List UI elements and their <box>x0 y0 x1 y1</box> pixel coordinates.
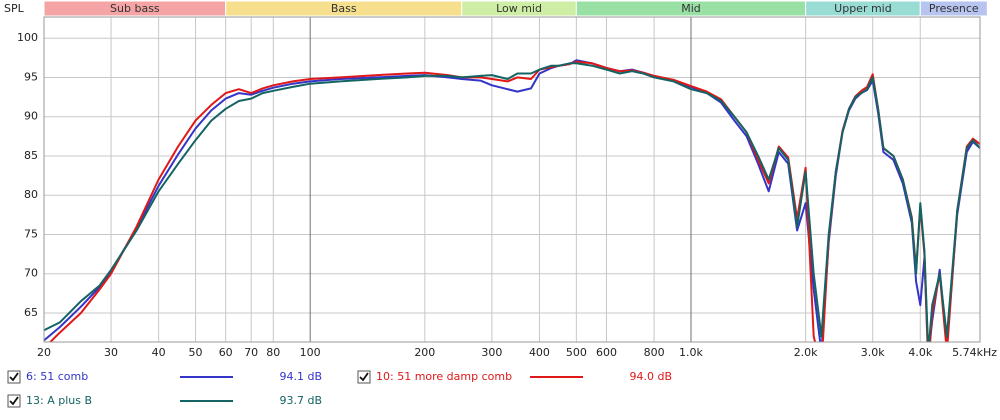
y-tick-label: 65 <box>24 306 38 319</box>
x-tick-label: 500 <box>566 346 587 359</box>
band-label: Presence <box>929 2 979 15</box>
x-tick-label: 80 <box>266 346 280 359</box>
x-tick-label: 200 <box>414 346 435 359</box>
x-tick-label: 400 <box>529 346 550 359</box>
band-label: Low mid <box>496 2 542 15</box>
y-tick-label: 75 <box>24 227 38 240</box>
legend-level: 94.0 dB <box>629 370 672 383</box>
legend-checkbox[interactable] <box>357 370 371 384</box>
x-tick-label: 2.0k <box>794 346 818 359</box>
y-tick-label: 95 <box>24 70 38 83</box>
y-tick-label: 90 <box>24 110 38 123</box>
y-tick-label: 85 <box>24 149 38 162</box>
legend-checkmark <box>9 372 19 382</box>
legend-name[interactable]: 13: A plus B <box>26 394 92 407</box>
y-tick-label: 80 <box>24 188 38 201</box>
y-tick-label: 70 <box>24 267 38 280</box>
band-label: Upper mid <box>834 2 892 15</box>
x-tick-label: 1.0k <box>679 346 703 359</box>
band-label: Mid <box>681 2 701 15</box>
x-tick-label: 5.74kHz <box>952 346 997 359</box>
x-tick-label: 100 <box>300 346 321 359</box>
x-tick-label: 3.0k <box>861 346 885 359</box>
legend-checkbox[interactable] <box>7 370 21 384</box>
x-tick-label: 300 <box>481 346 502 359</box>
band-label: Sub bass <box>110 2 160 15</box>
x-tick-label: 70 <box>244 346 258 359</box>
band-label: Bass <box>331 2 357 15</box>
legend-name[interactable]: 6: 51 comb <box>26 370 88 383</box>
plot-frame <box>43 16 981 343</box>
response-line <box>44 62 980 342</box>
x-tick-label: 600 <box>596 346 617 359</box>
x-tick-label: 4.0k <box>908 346 932 359</box>
band <box>919 0 988 17</box>
y-tick-label: 100 <box>17 31 38 44</box>
y-axis-label: SPL <box>4 2 25 15</box>
x-tick-label: 50 <box>189 346 203 359</box>
legend-level: 94.1 dB <box>279 370 322 383</box>
x-tick-label: 20 <box>37 346 51 359</box>
x-tick-label: 800 <box>644 346 665 359</box>
legend-name[interactable]: 10: 51 more damp comb <box>376 370 512 383</box>
x-tick-label: 40 <box>152 346 166 359</box>
legend-checkmark <box>9 396 19 406</box>
legend-checkmark <box>359 372 369 382</box>
x-tick-label: 60 <box>219 346 233 359</box>
legend-level: 93.7 dB <box>279 394 322 407</box>
legend-checkbox[interactable] <box>7 394 21 408</box>
x-tick-label: 30 <box>104 346 118 359</box>
